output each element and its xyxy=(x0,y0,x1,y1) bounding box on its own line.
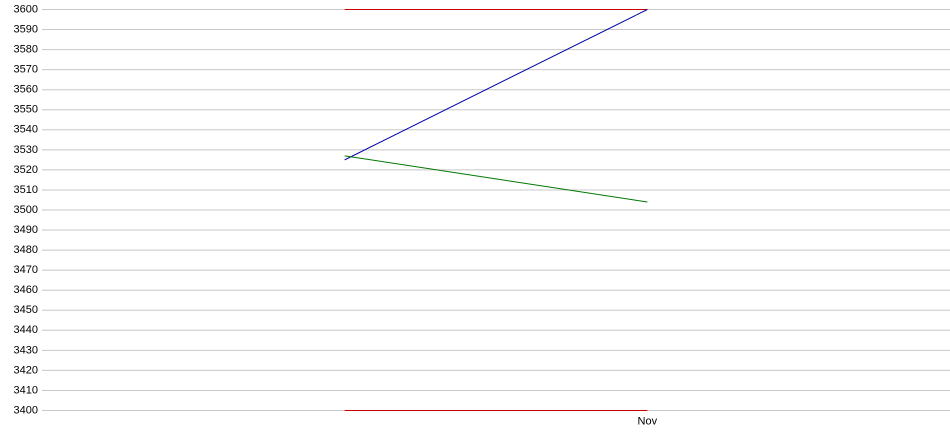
y-tick-label: 3500 xyxy=(14,204,38,216)
x-tick-label: Nov xyxy=(638,415,658,427)
y-tick-label: 3470 xyxy=(14,264,38,276)
y-tick-label: 3510 xyxy=(14,184,38,196)
y-tick-label: 3480 xyxy=(14,244,38,256)
y-tick-label: 3560 xyxy=(14,84,38,96)
y-tick-label: 3530 xyxy=(14,144,38,156)
y-tick-label: 3400 xyxy=(14,404,38,416)
y-tick-label: 3550 xyxy=(14,104,38,116)
y-tick-label: 3580 xyxy=(14,44,38,56)
y-tick-label: 3460 xyxy=(14,284,38,296)
y-tick-label: 3440 xyxy=(14,324,38,336)
y-tick-label: 3420 xyxy=(14,364,38,376)
y-tick-label: 3520 xyxy=(14,164,38,176)
y-tick-label: 3590 xyxy=(14,23,38,35)
y-tick-label: 3540 xyxy=(14,124,38,136)
y-tick-label: 3430 xyxy=(14,344,38,356)
series-line xyxy=(344,9,648,161)
series-line xyxy=(344,155,648,203)
y-tick-label: 3570 xyxy=(14,64,38,76)
y-tick-label: 3450 xyxy=(14,304,38,316)
y-tick-label: 3600 xyxy=(14,3,38,15)
y-tick-label: 3490 xyxy=(14,224,38,236)
y-tick-label: 3410 xyxy=(14,384,38,396)
